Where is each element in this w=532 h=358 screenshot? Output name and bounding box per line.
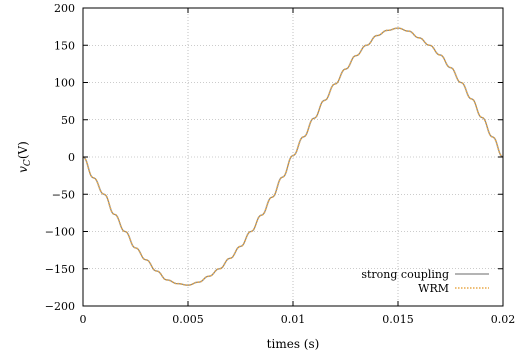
x-tick-label: 0.015 (382, 313, 414, 326)
series-layer (82, 27, 504, 286)
y-axis-label-symbol: v (16, 166, 30, 173)
series-line-0 (82, 27, 504, 286)
legend-label: strong coupling (361, 268, 449, 281)
legend-label: WRM (418, 282, 449, 295)
ticks: 0 0.005 0.01 0.015 0.02 −200 −150 −100 −50 0 50 100… (45, 2, 515, 326)
y-axis-label-unit: (V) (16, 141, 30, 159)
x-tick-label: 0.02 (491, 313, 516, 326)
y-tick-label: 0 (68, 151, 75, 164)
grid (83, 8, 503, 306)
x-axis-label: times (s) (267, 337, 320, 351)
y-tick-label: 100 (54, 77, 75, 90)
x-tick-label: 0 (80, 313, 87, 326)
y-tick-label: −200 (45, 300, 75, 313)
y-tick-label: −50 (52, 188, 75, 201)
y-tick-label: 200 (54, 2, 75, 15)
x-tick-label: 0.01 (281, 313, 306, 326)
y-tick-label: 50 (61, 114, 75, 127)
x-tick-label: 0.005 (172, 313, 204, 326)
y-tick-label: −150 (45, 263, 75, 276)
y-axis-label-subscript: C (23, 159, 33, 166)
y-tick-label: −100 (45, 226, 75, 239)
y-tick-label: 150 (54, 39, 75, 52)
y-axis-label: vC(V) (16, 141, 33, 173)
series-line-1 (82, 27, 504, 286)
